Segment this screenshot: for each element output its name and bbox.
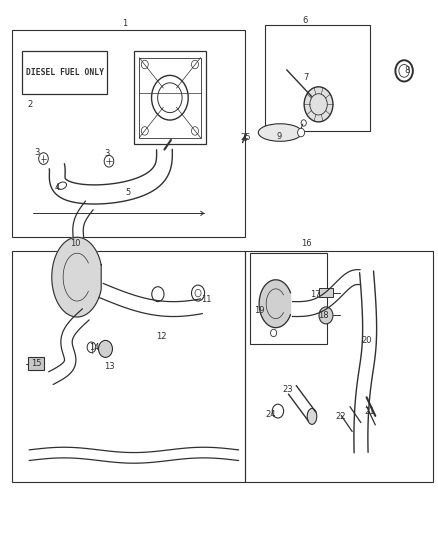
Text: 22: 22 bbox=[335, 412, 346, 421]
Bar bbox=[28, 357, 44, 370]
Bar bbox=[319, 288, 332, 297]
Text: 15: 15 bbox=[31, 359, 42, 368]
Text: 13: 13 bbox=[104, 362, 114, 371]
Text: 18: 18 bbox=[318, 311, 329, 320]
Text: 17: 17 bbox=[310, 289, 320, 298]
Bar bbox=[12, 251, 245, 482]
Polygon shape bbox=[52, 237, 101, 317]
Text: 8: 8 bbox=[404, 67, 410, 75]
Text: 19: 19 bbox=[254, 305, 265, 314]
Polygon shape bbox=[259, 280, 290, 328]
Text: 11: 11 bbox=[201, 295, 211, 304]
Bar bbox=[12, 30, 245, 237]
Circle shape bbox=[396, 60, 413, 82]
Text: 7: 7 bbox=[304, 73, 309, 82]
Text: 12: 12 bbox=[156, 332, 166, 341]
Circle shape bbox=[87, 342, 96, 353]
Text: 1: 1 bbox=[123, 19, 128, 28]
Circle shape bbox=[272, 404, 284, 418]
Text: 20: 20 bbox=[361, 336, 372, 345]
Circle shape bbox=[304, 87, 333, 122]
Circle shape bbox=[319, 307, 333, 324]
Text: 21: 21 bbox=[364, 407, 375, 416]
Bar bbox=[251, 253, 327, 344]
Text: 16: 16 bbox=[301, 239, 311, 248]
Text: DIESEL FUEL ONLY: DIESEL FUEL ONLY bbox=[26, 68, 104, 77]
Circle shape bbox=[301, 120, 306, 126]
Circle shape bbox=[104, 156, 114, 167]
Text: 25: 25 bbox=[241, 133, 251, 142]
Circle shape bbox=[99, 341, 113, 358]
Bar bbox=[139, 58, 201, 138]
Text: 10: 10 bbox=[70, 239, 80, 248]
Circle shape bbox=[297, 128, 304, 137]
Text: 5: 5 bbox=[126, 188, 131, 197]
Bar bbox=[245, 251, 433, 482]
Ellipse shape bbox=[258, 124, 302, 141]
Text: 6: 6 bbox=[303, 17, 308, 26]
Text: 23: 23 bbox=[283, 385, 293, 394]
Text: 3: 3 bbox=[34, 148, 39, 157]
Text: 2: 2 bbox=[28, 100, 33, 109]
Bar bbox=[134, 51, 206, 144]
Circle shape bbox=[271, 329, 277, 337]
Circle shape bbox=[191, 285, 205, 301]
Text: 14: 14 bbox=[89, 343, 100, 352]
Ellipse shape bbox=[307, 408, 317, 424]
Circle shape bbox=[152, 287, 164, 302]
Circle shape bbox=[39, 153, 48, 165]
Bar bbox=[21, 51, 107, 94]
Text: 4: 4 bbox=[55, 183, 60, 192]
Text: 24: 24 bbox=[265, 410, 276, 419]
Ellipse shape bbox=[57, 182, 67, 189]
Bar bbox=[265, 25, 370, 131]
Text: 9: 9 bbox=[277, 132, 282, 141]
Text: 3: 3 bbox=[104, 149, 110, 158]
